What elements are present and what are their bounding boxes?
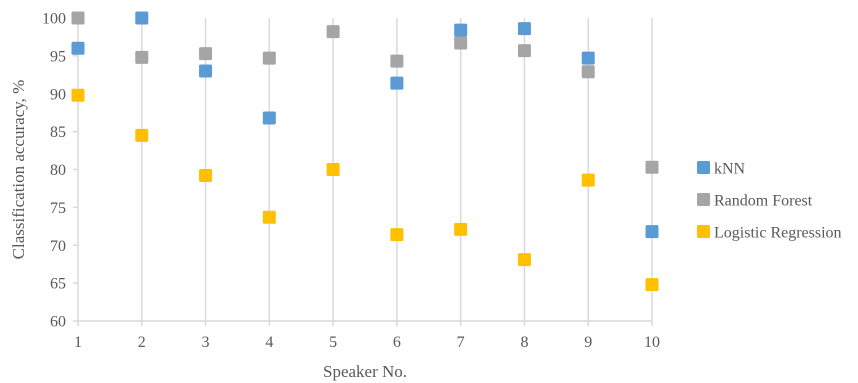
x-axis-title: Speaker No.: [323, 362, 407, 381]
y-tick-label: 100: [42, 11, 66, 28]
x-tick-label: 5: [329, 334, 337, 351]
y-tick-label: 60: [50, 314, 66, 331]
knn-point: [454, 23, 468, 37]
logistic-regression-point: [326, 163, 340, 176]
x-tick-label: 4: [265, 334, 273, 351]
y-tick-label: 95: [50, 48, 66, 65]
y-tick-label: 75: [50, 200, 66, 217]
y-tick-label: 85: [50, 124, 66, 141]
tick-labels: 60 65 70 75 80 85 90 95 100 1 2 3 4 5 6 7 8 9 10: [42, 11, 660, 352]
x-tick-label: 8: [520, 334, 528, 351]
logistic-regression-point: [135, 128, 149, 142]
random-forest-legend-marker: [697, 193, 710, 206]
knn-legend-label: kNN: [714, 161, 746, 178]
axes: [73, 17, 653, 326]
x-tick-label: 1: [74, 334, 82, 351]
y-tick-label: 80: [50, 162, 66, 179]
y-tick-label: 70: [50, 238, 66, 255]
x-tick-label: 9: [584, 334, 592, 351]
random-forest-point: [390, 54, 404, 68]
knn-point: [517, 22, 531, 36]
logistic-regression-point: [645, 278, 659, 292]
data-points: [71, 11, 659, 292]
logistic-regression-legend-label: Logistic Regression: [714, 225, 842, 242]
legend: kNN Random Forest Logistic Regression: [697, 161, 842, 242]
logistic-regression-point: [390, 228, 404, 242]
knn-point: [645, 225, 659, 239]
y-tick-label: 65: [50, 276, 66, 293]
knn-point: [135, 11, 149, 25]
knn-point: [71, 41, 85, 55]
knn-point: [581, 51, 595, 65]
random-forest-point: [326, 25, 340, 39]
knn-point: [199, 64, 213, 78]
logistic-regression-point: [262, 210, 276, 224]
x-tick-label: 6: [393, 334, 401, 351]
random-forest-point: [581, 65, 595, 79]
random-forest-point: [71, 11, 85, 25]
logistic-regression-point: [71, 88, 85, 102]
random-forest-point: [262, 51, 276, 65]
random-forest-point: [454, 36, 468, 50]
logistic-regression-legend-marker: [697, 225, 710, 238]
knn-point: [390, 76, 404, 90]
y-tick-label: 90: [50, 86, 66, 103]
random-forest-point: [199, 47, 213, 61]
logistic-regression-point: [581, 173, 595, 187]
logistic-regression-point: [517, 253, 531, 267]
x-tick-label: 2: [138, 334, 146, 351]
random-forest-point: [135, 50, 149, 64]
x-tick-label: 7: [457, 334, 465, 351]
x-tick-label: 10: [644, 334, 660, 351]
random-forest-point: [645, 160, 659, 174]
y-axis-title: Classification accuracy, %: [9, 80, 28, 260]
logistic-regression-point: [199, 169, 213, 183]
logistic-regression-point: [454, 222, 468, 236]
x-tick-label: 3: [202, 334, 210, 351]
random-forest-legend-label: Random Forest: [714, 193, 813, 210]
knn-point: [262, 111, 276, 125]
random-forest-point: [517, 44, 531, 58]
knn-legend-marker: [697, 161, 710, 174]
